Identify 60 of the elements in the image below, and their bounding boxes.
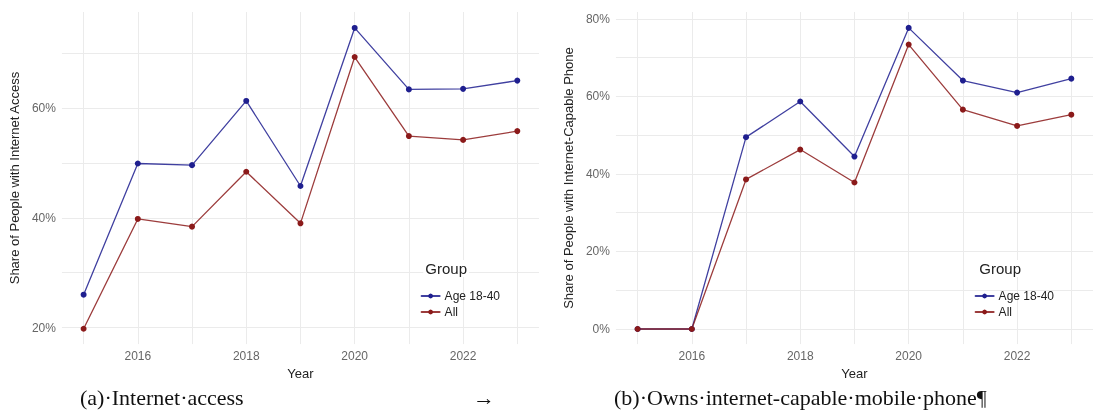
point (243, 168, 250, 175)
x-tick-label: 2018 (232, 349, 260, 364)
point (243, 97, 250, 104)
point (460, 85, 467, 92)
point (797, 98, 804, 105)
y-tick-label: 40% (585, 166, 611, 181)
point (134, 160, 141, 167)
point (460, 136, 467, 143)
x-tick-label: 2022 (449, 349, 477, 364)
x-tick-label: 2016 (124, 349, 152, 364)
point (905, 24, 912, 31)
point (797, 146, 804, 153)
x-tick-label: 2020 (895, 349, 923, 364)
point (80, 325, 87, 332)
point (351, 54, 358, 61)
point (297, 220, 304, 227)
text: (b)·Owns·internet-capable·mobile·phone¶ (614, 385, 987, 411)
point (959, 77, 966, 84)
point (1068, 111, 1075, 118)
x-axis-title: Year (287, 366, 315, 381)
y-tick-label: 20% (585, 244, 611, 259)
point (1014, 89, 1021, 96)
y-tick-label: 40% (31, 210, 57, 225)
point (405, 133, 412, 140)
y-tick-label: 20% (31, 320, 57, 335)
text: → (473, 385, 495, 411)
point (1068, 75, 1075, 82)
legend-label: Age 18-40 (444, 289, 501, 303)
y-tick-label: 60% (31, 101, 57, 116)
y-tick-label: 60% (585, 89, 611, 104)
point (514, 128, 521, 135)
point (743, 134, 750, 141)
legend-label: Age 18-40 (998, 289, 1055, 303)
point (405, 86, 412, 93)
point (80, 291, 87, 298)
point (297, 183, 304, 190)
x-tick-label: 2016 (678, 349, 706, 364)
x-axis-title: Year (841, 366, 869, 381)
legend-title: Group (979, 260, 1022, 277)
point (851, 153, 858, 160)
legend-label: All (444, 305, 458, 319)
x-tick-label: 2022 (1003, 349, 1031, 364)
point (189, 223, 196, 230)
point (851, 179, 858, 186)
x-tick-label: 2018 (786, 349, 814, 364)
point (514, 77, 521, 84)
point (1014, 122, 1021, 129)
y-axis-title: Share of People with Internet-Capable Phone (561, 47, 576, 309)
point (351, 24, 358, 31)
legend-label: All (998, 305, 1012, 319)
x-tick-label: 2020 (341, 349, 369, 364)
point (134, 215, 141, 222)
y-tick-label: 0% (592, 321, 611, 336)
y-axis-title: Share of People with Internet Access (7, 71, 22, 285)
text: (a)·Internet·access (80, 385, 244, 411)
point (189, 162, 196, 169)
point (959, 106, 966, 113)
point (743, 176, 750, 183)
y-tick-label: 80% (585, 11, 611, 26)
legend-title: Group (425, 260, 468, 277)
